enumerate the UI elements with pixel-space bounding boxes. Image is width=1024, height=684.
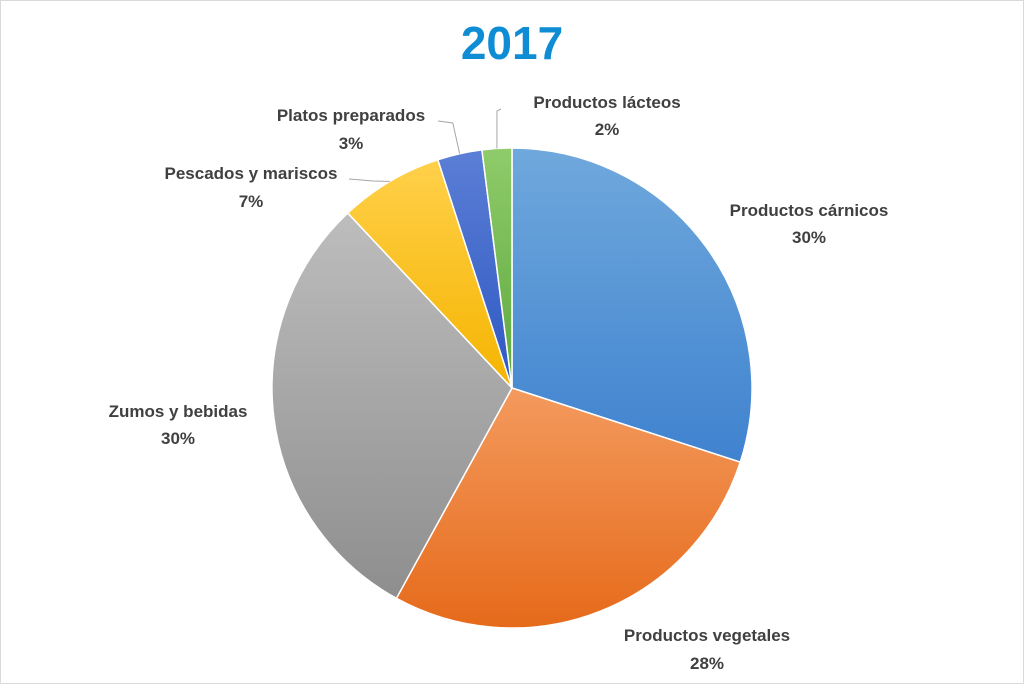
slice-percent-label: 30% <box>792 228 826 247</box>
pie-slice <box>271 211 513 600</box>
slice-percent-label: 3% <box>339 134 364 153</box>
pie-slice <box>511 147 753 464</box>
slices-layer <box>271 147 753 629</box>
slice-category-label: Productos lácteos <box>533 93 680 112</box>
labels-layer: Productos cárnicos 30% Productos vegetales… <box>109 93 889 673</box>
pie-slice <box>346 158 513 389</box>
slice-category-label: Productos vegetales <box>624 626 790 645</box>
chart-title: 2017 <box>460 17 564 69</box>
slice-category-label: Productos cárnicos <box>730 201 889 220</box>
pie-slice <box>395 387 742 629</box>
slice-percent-label: 2% <box>595 120 620 139</box>
slice-category-label: Pescados y mariscos <box>165 164 338 183</box>
slice-percent-label: 7% <box>239 192 264 211</box>
slice-percent-label: 30% <box>161 429 195 448</box>
leader-line <box>437 120 461 154</box>
leader-line <box>496 108 502 149</box>
slice-category-label: Platos preparados <box>277 106 425 125</box>
leader-lines-layer <box>348 108 502 182</box>
slice-category-label: Zumos y bebidas <box>109 402 248 421</box>
leader-line <box>348 178 390 182</box>
slice-percent-label: 28% <box>690 654 724 673</box>
